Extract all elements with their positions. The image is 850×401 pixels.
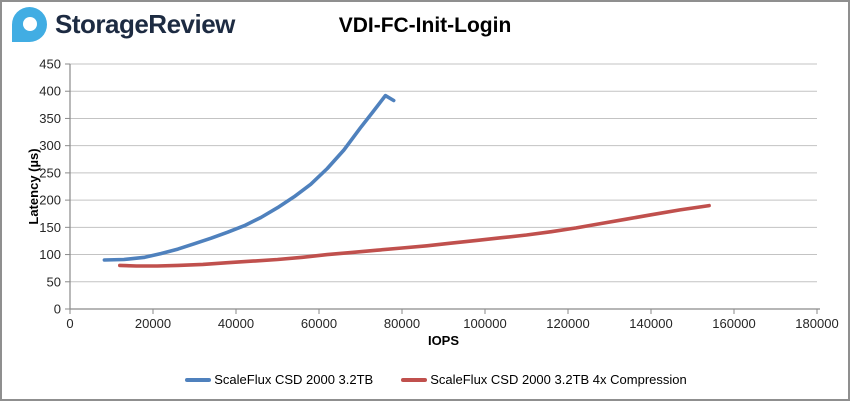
legend-swatch-blue <box>185 377 212 382</box>
y-tick-label: 450 <box>39 57 61 72</box>
legend-item-csd2000: ScaleFlux CSD 2000 3.2TB <box>185 372 373 387</box>
x-tick-label: 40000 <box>218 316 254 331</box>
storagereview-logo-icon <box>12 7 47 42</box>
chart-title: VDI-FC-Init-Login <box>338 14 512 37</box>
y-axis-label: Latency (µs) <box>26 148 41 225</box>
plot-area: 0 50 100 150 200 250 300 350 400 450 0 20000 40000 60… <box>39 57 838 332</box>
y-tick-label: 150 <box>39 220 61 235</box>
y-tick-label: 350 <box>39 111 61 126</box>
x-tick-label: 0 <box>66 316 73 331</box>
x-tick-label: 160000 <box>712 316 755 331</box>
x-axis-label: IOPS <box>427 333 460 348</box>
legend: ScaleFlux CSD 2000 3.2TB ScaleFlux CSD 2… <box>2 372 848 387</box>
legend-swatch-red <box>401 377 428 382</box>
x-tick-label: 140000 <box>629 316 672 331</box>
x-tick-label: 100000 <box>463 316 506 331</box>
logo-inner-circle <box>23 17 37 31</box>
x-tick-label: 20000 <box>135 316 171 331</box>
legend-label: ScaleFlux CSD 2000 3.2TB 4x Compression <box>430 372 687 387</box>
series-line-0 <box>102 93 396 262</box>
y-tick-label: 0 <box>54 302 61 317</box>
y-tick-label: 100 <box>39 247 61 262</box>
x-tick-label: 180000 <box>795 316 838 331</box>
header: StorageReview VDI-FC-Init-Login <box>2 2 848 47</box>
y-tick-label: 250 <box>39 165 61 180</box>
y-tick-label: 400 <box>39 84 61 99</box>
y-tick-label: 200 <box>39 193 61 208</box>
x-tick-label: 80000 <box>384 316 420 331</box>
y-tick-label: 50 <box>47 274 61 289</box>
y-tick-label: 300 <box>39 138 61 153</box>
series-line-1 <box>118 203 711 268</box>
legend-item-csd2000-4x-compression: ScaleFlux CSD 2000 3.2TB 4x Compression <box>401 372 687 387</box>
x-tick-label: 60000 <box>301 316 337 331</box>
x-tick-label: 120000 <box>546 316 589 331</box>
brand-wordmark: StorageReview <box>55 9 235 39</box>
legend-label: ScaleFlux CSD 2000 3.2TB <box>214 372 374 387</box>
